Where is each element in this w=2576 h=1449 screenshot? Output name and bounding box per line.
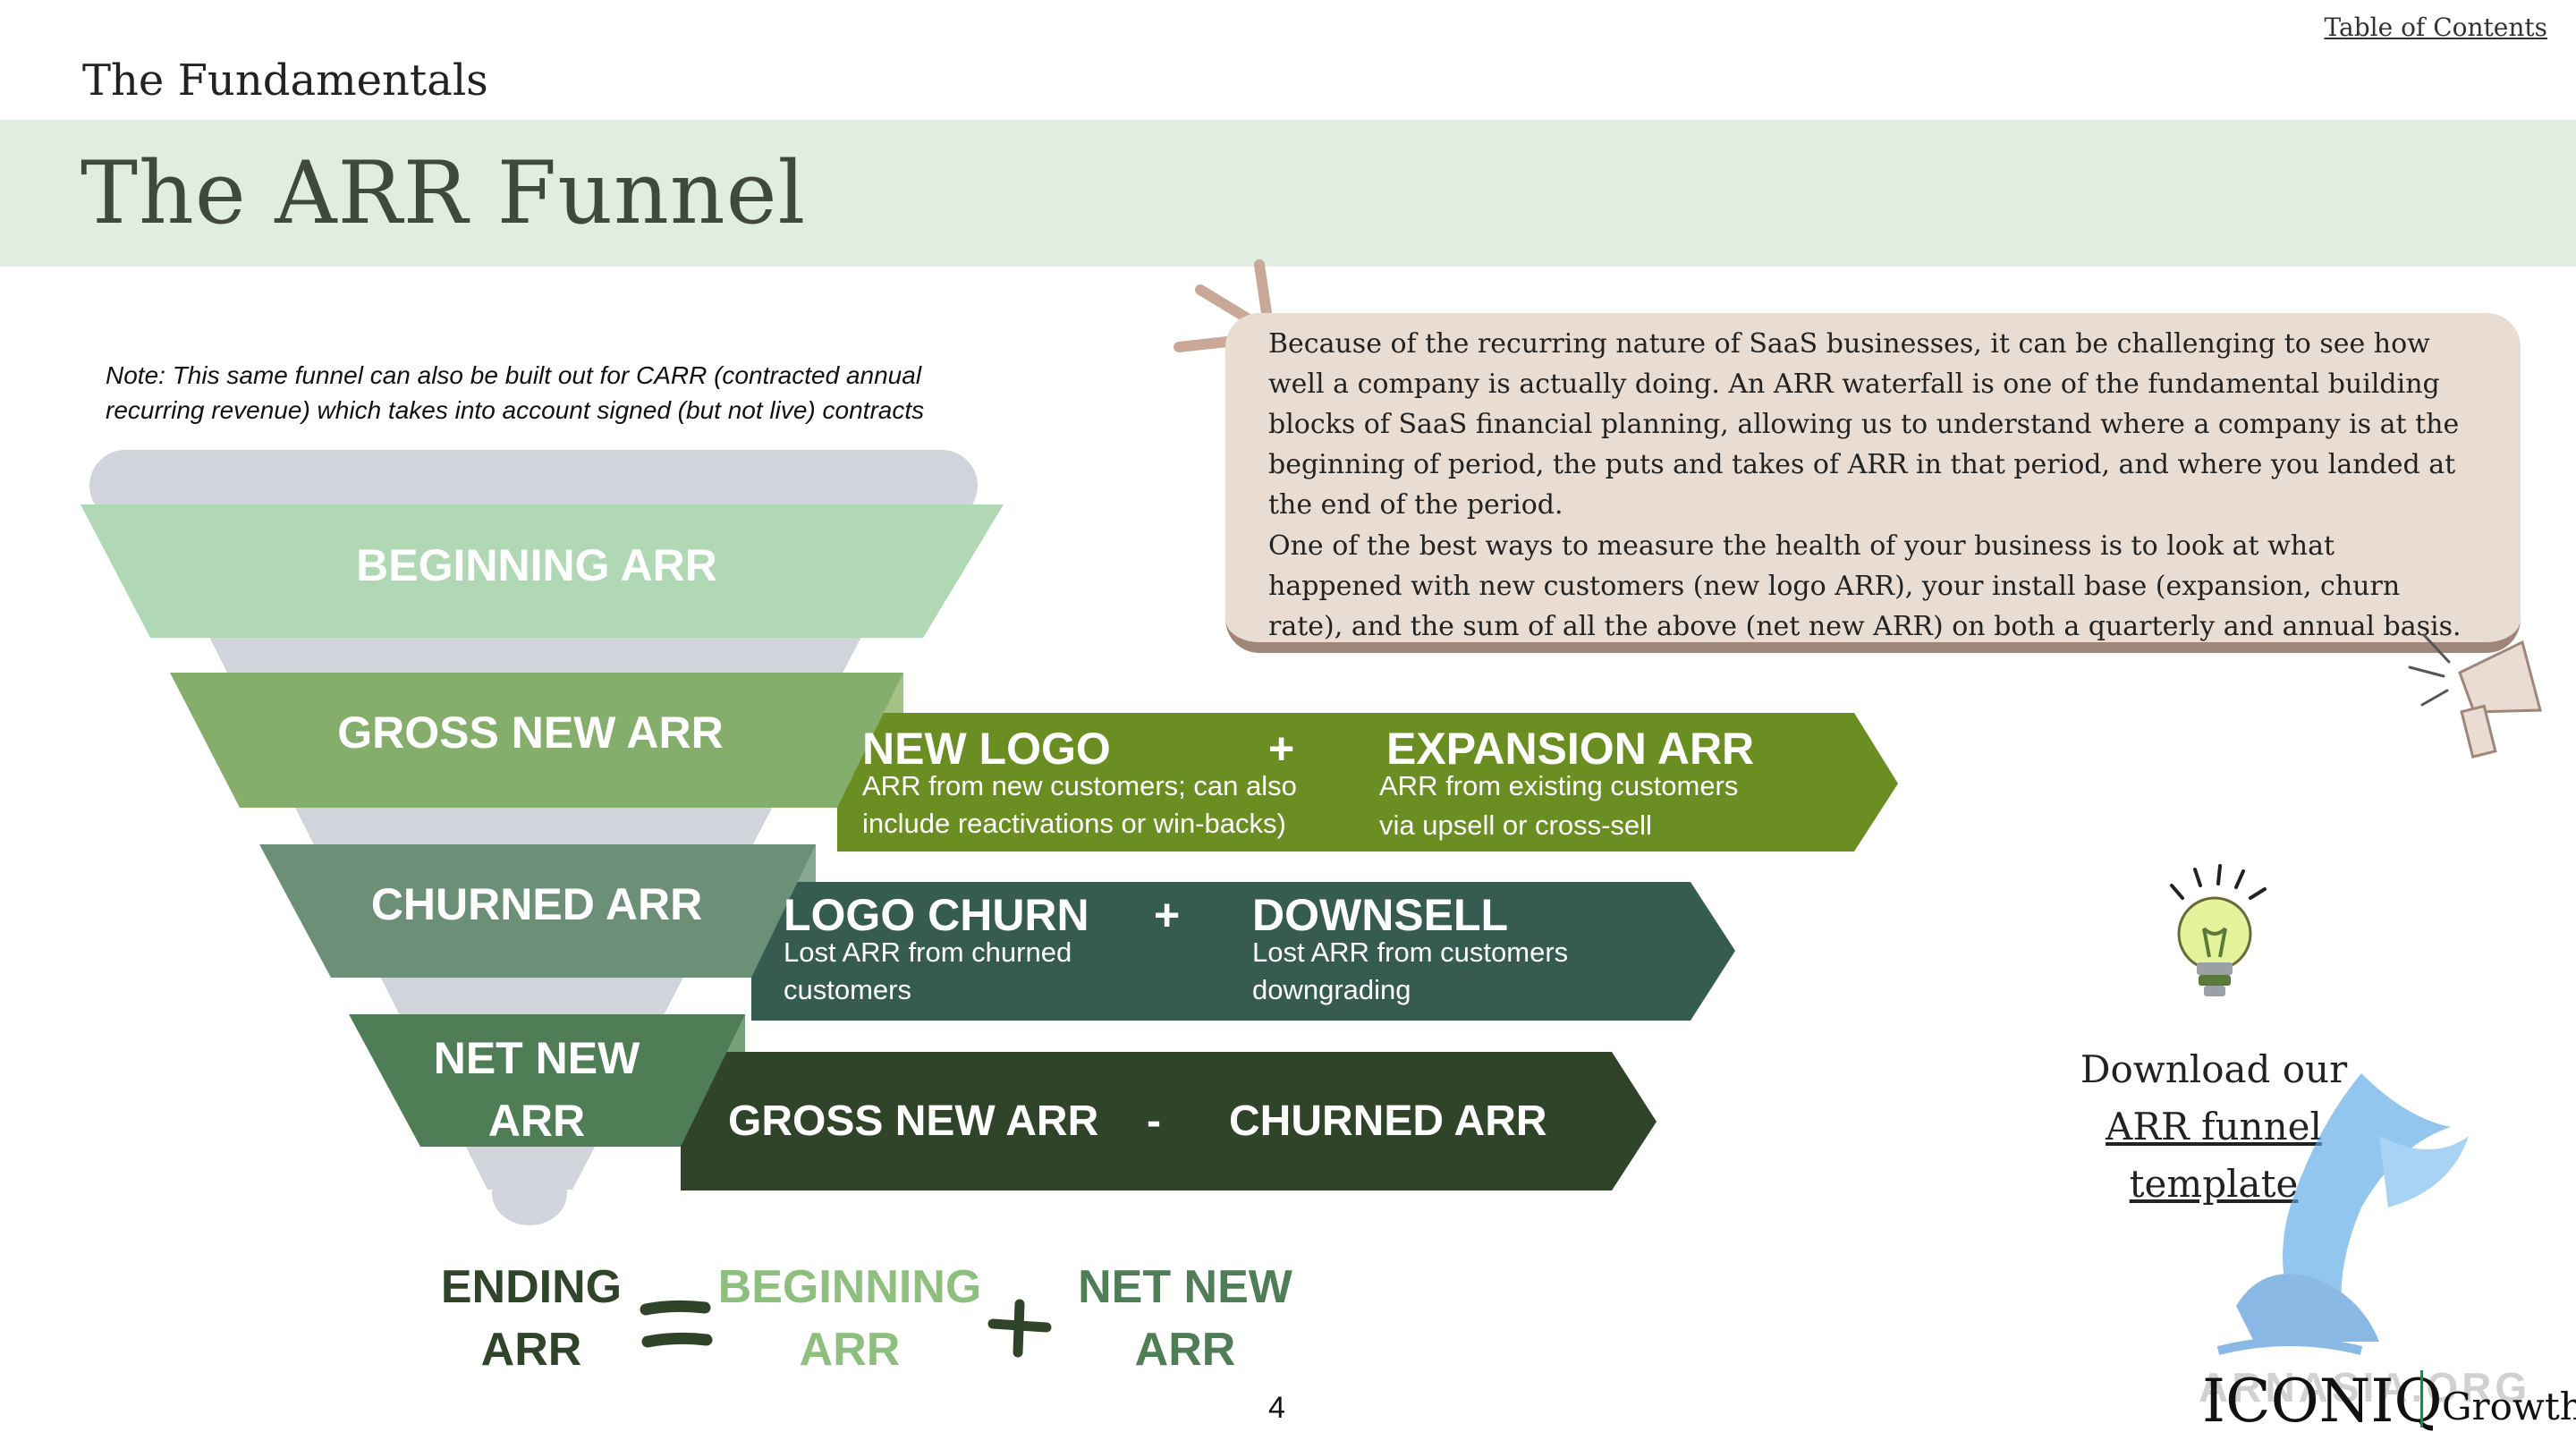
equals-icon	[640, 1300, 713, 1348]
tier-net-new-line2: ARR	[487, 1096, 586, 1146]
griffin-watermark-icon	[2216, 1073, 2469, 1355]
arrow-band-net-new	[681, 1052, 1657, 1191]
page-number: 4	[1268, 1391, 1285, 1425]
download-line: Download our	[2080, 1047, 2348, 1091]
new-logo-title: NEW LOGO	[862, 724, 1111, 774]
logo-divider	[2420, 1370, 2423, 1428]
tier-net-new-line1: NET NEW	[433, 1033, 640, 1083]
net-new-left-term: GROSS NEW ARR	[728, 1097, 1099, 1145]
net-new-right-term: CHURNED ARR	[1229, 1097, 1547, 1145]
tier-net-new-arr	[349, 1014, 745, 1147]
watermark-text: ARNASIA.ORG	[2199, 1364, 2531, 1411]
downsell-title: DOWNSELL	[1252, 890, 1509, 940]
equation-net-new-line1: NET NEW	[1078, 1261, 1292, 1313]
gross-new-operator: +	[1268, 724, 1295, 774]
arrow-band-churned	[751, 882, 1735, 1021]
tier-churned-label: CHURNED ARR	[370, 879, 703, 929]
download-template: Download our ARR funnel template	[2021, 1041, 2406, 1213]
churned-operator: +	[1154, 890, 1181, 940]
funnel-bottom-cap	[492, 1161, 567, 1225]
downsell-sub-1: Lost ARR from customers	[1252, 936, 1569, 968]
equation-ending-arr: ENDING ARR	[420, 1256, 642, 1381]
section-label: The Fundamentals	[82, 55, 488, 106]
new-logo-sub-2: include reactivations or win-backs)	[862, 808, 1286, 839]
logo-churn-sub-1: Lost ARR from churned	[784, 936, 1072, 968]
quote-card	[1225, 313, 2521, 653]
lightbulb-icon	[2170, 864, 2267, 996]
logo-churn-sub-2: customers	[784, 974, 911, 1005]
tier-beginning-label: BEGINNING ARR	[356, 540, 717, 590]
equation-net-new-line2: ARR	[1134, 1324, 1236, 1376]
equation-ending-line2: ARR	[480, 1324, 582, 1376]
tier-churned-arr	[259, 844, 816, 978]
expansion-arr-sub-1: ARR from existing customers	[1379, 770, 1739, 801]
title-band	[0, 120, 2576, 267]
equation-beginning-line1: BEGINNING	[717, 1261, 982, 1313]
logo-churn-title: LOGO CHURN	[784, 890, 1089, 940]
page-title: The ARR Funnel	[80, 143, 807, 243]
growth-logo-text: Growth	[2442, 1385, 2576, 1428]
expansion-arr-sub-2: via upsell or cross-sell	[1379, 809, 1652, 841]
equation-net-new-arr: NET NEW ARR	[1064, 1256, 1306, 1381]
new-logo-sub-1: ARR from new customers; can also	[862, 770, 1297, 801]
net-new-operator: -	[1147, 1097, 1161, 1145]
downsell-sub-2: downgrading	[1252, 974, 1411, 1005]
carr-note: Note: This same funnel can also be built…	[106, 361, 925, 424]
tier-gross-new-arr	[170, 673, 903, 808]
tier-gross-new-label: GROSS NEW ARR	[337, 708, 724, 758]
equation-beginning-arr: BEGINNING ARR	[716, 1256, 984, 1381]
plus-icon	[987, 1299, 1052, 1358]
arrow-band-gross-new	[837, 713, 1898, 852]
table-of-contents-link[interactable]: Table of Contents	[2324, 13, 2547, 42]
iconiq-logo: ICONIQ	[2202, 1367, 2443, 1436]
arr-funnel-template-link[interactable]: ARR funnel template	[2106, 1105, 2322, 1206]
equation-beginning-line2: ARR	[799, 1324, 901, 1376]
expansion-arr-title: EXPANSION ARR	[1386, 724, 1755, 774]
quote-paragraph-2: One of the best ways to measure the heal…	[1268, 530, 2462, 642]
funnel-top-cap	[89, 450, 978, 521]
equation-ending-line1: ENDING	[440, 1261, 623, 1313]
tier-beginning-arr	[80, 504, 1004, 638]
quote-paragraph-1: Because of the recurring nature of SaaS …	[1268, 328, 2460, 521]
megaphone-icon	[2408, 633, 2542, 758]
tier-net-new-label: NET NEW ARR	[394, 1027, 680, 1152]
